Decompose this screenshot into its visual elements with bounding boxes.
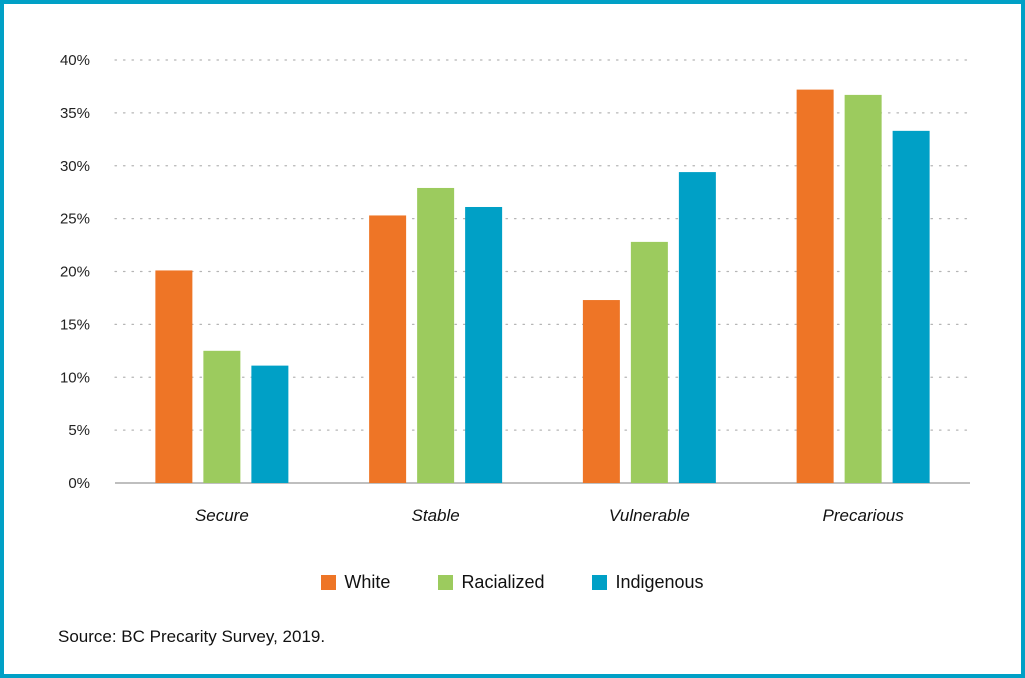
y-tick-label: 20% bbox=[60, 264, 90, 281]
legend-swatch-indigenous bbox=[592, 575, 608, 590]
bar-racialized-stable bbox=[417, 187, 455, 483]
source-note: Source: BC Precarity Survey, 2019. bbox=[58, 627, 326, 646]
bar-indigenous-precarious bbox=[892, 130, 930, 484]
y-tick-label: 0% bbox=[68, 475, 90, 492]
legend-swatch-racialized bbox=[438, 575, 454, 590]
bar-racialized-vulnerable bbox=[630, 241, 668, 483]
bar-white-vulnerable bbox=[582, 300, 620, 483]
bar-racialized-precarious bbox=[844, 94, 882, 484]
bar-chart: 0% 5% 10% 15% 20% 25% 30% 35% 40% Secure Stable Vul… bbox=[60, 52, 971, 525]
y-tick-label: 25% bbox=[60, 211, 90, 228]
x-tick-label: Precarious bbox=[822, 506, 904, 525]
bar-white-stable bbox=[369, 215, 407, 483]
legend: White Racialized Indigenous bbox=[0, 572, 1025, 593]
x-tick-label: Vulnerable bbox=[609, 506, 690, 525]
bar-racialized-secure bbox=[203, 350, 241, 483]
legend-label-white: White bbox=[344, 572, 391, 592]
legend-swatch-white bbox=[321, 575, 337, 590]
legend-item-racialized: Racialized bbox=[438, 572, 544, 593]
bar-white-secure bbox=[155, 270, 193, 483]
bar-white-precarious bbox=[796, 89, 834, 484]
y-tick-label: 10% bbox=[60, 369, 90, 386]
x-tick-label: Secure bbox=[195, 506, 249, 525]
bar-indigenous-secure bbox=[251, 365, 289, 483]
x-tick-label: Stable bbox=[412, 506, 460, 525]
legend-label-indigenous: Indigenous bbox=[615, 572, 704, 592]
y-tick-label: 5% bbox=[68, 422, 90, 439]
legend-item-white: White bbox=[321, 572, 390, 593]
y-tick-label: 15% bbox=[60, 316, 90, 333]
legend-item-indigenous: Indigenous bbox=[592, 572, 704, 593]
bar-indigenous-vulnerable bbox=[678, 172, 716, 483]
y-tick-label: 40% bbox=[60, 52, 90, 69]
y-tick-label: 30% bbox=[60, 158, 90, 175]
y-tick-label: 35% bbox=[60, 105, 90, 122]
bar-indigenous-stable bbox=[465, 206, 503, 483]
legend-label-racialized: Racialized bbox=[461, 572, 545, 592]
